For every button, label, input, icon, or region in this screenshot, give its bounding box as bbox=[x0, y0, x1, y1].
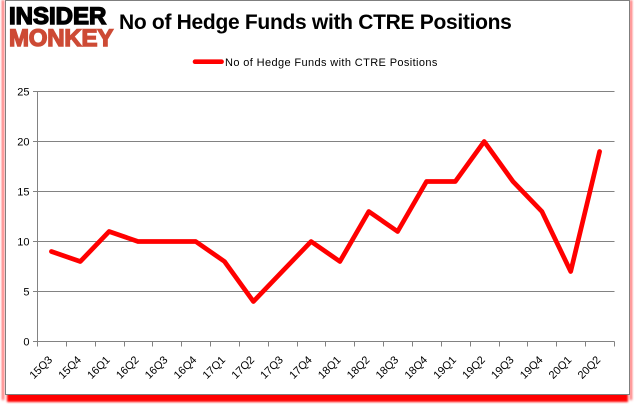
svg-text:15Q4: 15Q4 bbox=[56, 354, 84, 382]
svg-text:17Q3: 17Q3 bbox=[258, 354, 286, 382]
svg-text:0: 0 bbox=[23, 337, 29, 349]
svg-text:18Q4: 18Q4 bbox=[403, 354, 431, 382]
svg-text:20: 20 bbox=[17, 137, 29, 149]
svg-text:18Q3: 18Q3 bbox=[374, 354, 402, 382]
svg-text:19Q3: 19Q3 bbox=[489, 354, 517, 382]
svg-text:18Q1: 18Q1 bbox=[316, 354, 344, 382]
svg-text:20Q1: 20Q1 bbox=[547, 354, 575, 382]
svg-text:19Q4: 19Q4 bbox=[518, 354, 546, 382]
svg-text:10: 10 bbox=[17, 237, 29, 249]
svg-text:19Q1: 19Q1 bbox=[431, 354, 459, 382]
svg-text:16Q2: 16Q2 bbox=[114, 354, 142, 382]
svg-text:20Q2: 20Q2 bbox=[576, 354, 604, 382]
svg-text:16Q3: 16Q3 bbox=[143, 354, 171, 382]
svg-text:17Q4: 17Q4 bbox=[287, 354, 315, 382]
svg-text:15Q3: 15Q3 bbox=[27, 354, 55, 382]
svg-text:16Q1: 16Q1 bbox=[85, 354, 113, 382]
svg-text:5: 5 bbox=[23, 287, 29, 299]
svg-text:16Q4: 16Q4 bbox=[172, 354, 200, 382]
svg-text:25: 25 bbox=[17, 87, 29, 99]
svg-text:19Q2: 19Q2 bbox=[460, 354, 488, 382]
svg-text:18Q2: 18Q2 bbox=[345, 354, 373, 382]
svg-text:15: 15 bbox=[17, 187, 29, 199]
svg-text:17Q2: 17Q2 bbox=[229, 354, 257, 382]
svg-text:17Q1: 17Q1 bbox=[201, 354, 229, 382]
